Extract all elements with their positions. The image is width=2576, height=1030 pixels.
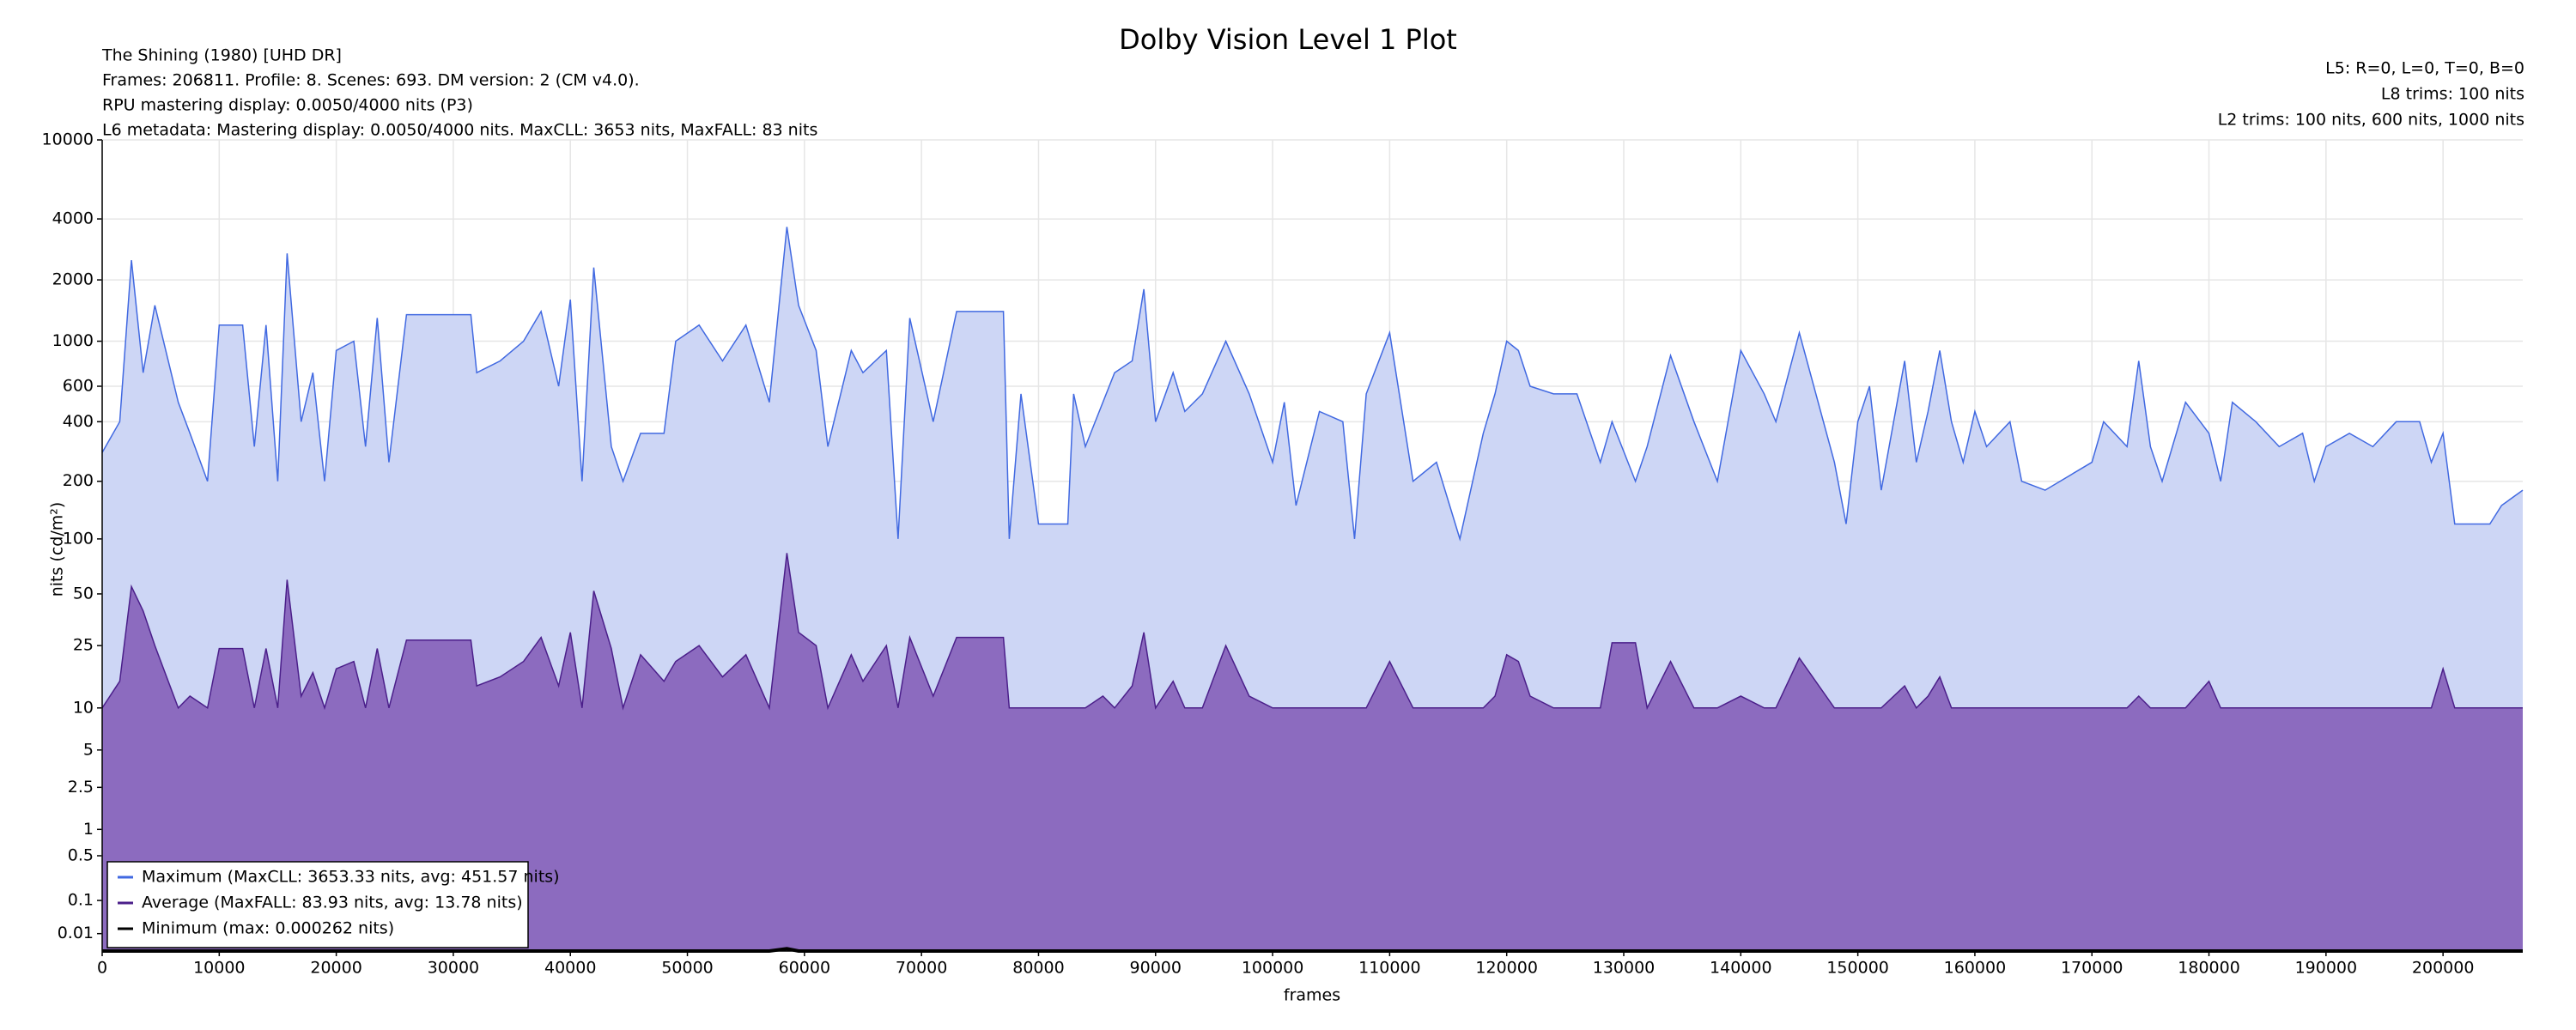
x-tick-label: 130000 <box>1593 959 1656 978</box>
x-tick-label: 150000 <box>1826 959 1889 978</box>
info-text: L5: R=0, L=0, T=0, B=0 <box>2325 59 2524 78</box>
y-tick-label: 50 <box>73 584 94 603</box>
x-tick-label: 120000 <box>1475 959 1538 978</box>
info-text: L8 trims: 100 nits <box>2381 85 2524 104</box>
x-tick-label: 10000 <box>193 959 245 978</box>
y-tick-label: 25 <box>73 636 94 655</box>
legend-box <box>106 861 529 948</box>
x-tick-label: 90000 <box>1130 959 1182 978</box>
x-tick-label: 200000 <box>2412 959 2475 978</box>
series-line <box>101 553 2523 711</box>
y-tick-label: 4000 <box>52 209 94 228</box>
x-tick-label: 140000 <box>1710 959 1772 978</box>
info-text: The Shining (1980) [UHD DR] <box>101 46 342 65</box>
y-tick-label: 2000 <box>52 270 94 289</box>
x-tick-label: 100000 <box>1242 959 1304 978</box>
y-tick-label: 0.5 <box>68 846 94 865</box>
y-tick-label: 400 <box>63 412 94 431</box>
x-tick-label: 80000 <box>1012 959 1064 978</box>
x-tick-label: 170000 <box>2061 959 2123 978</box>
y-tick-label: 0.01 <box>58 924 94 942</box>
info-text: RPU mastering display: 0.0050/4000 nits … <box>102 96 473 115</box>
x-tick-label: 50000 <box>661 959 713 978</box>
y-tick-label: 2.5 <box>68 778 94 797</box>
x-tick-label: 20000 <box>310 959 361 978</box>
info-text: L6 metadata: Mastering display: 0.0050/4… <box>102 121 817 140</box>
y-tick-label: 100 <box>63 529 94 548</box>
x-axis-label: frames <box>1284 986 1340 1005</box>
x-tick-label: 40000 <box>544 959 596 978</box>
chart-title: Dolby Vision Level 1 Plot <box>1119 23 1457 56</box>
info-text: Frames: 206811. Profile: 8. Scenes: 693.… <box>102 71 640 90</box>
y-tick-label: 1000 <box>52 331 94 350</box>
y-tick-label: 600 <box>63 377 94 396</box>
series-line <box>101 227 2524 542</box>
y-tick-label: 1 <box>83 820 94 839</box>
y-tick-label: 10 <box>73 698 94 717</box>
info-text: L2 trims: 100 nits, 600 nits, 1000 nits <box>2218 111 2524 130</box>
legend-label: Maximum (MaxCLL: 3653.33 nits, avg: 451.… <box>142 868 560 887</box>
y-tick-label: 10000 <box>42 130 94 149</box>
legend-label: Minimum (max: 0.000262 nits) <box>142 919 394 938</box>
x-tick-label: 110000 <box>1358 959 1421 978</box>
x-tick-label: 30000 <box>428 959 479 978</box>
x-tick-label: 70000 <box>896 959 947 978</box>
x-tick-label: 180000 <box>2178 959 2240 978</box>
x-tick-label: 0 <box>97 959 107 978</box>
x-tick-label: 190000 <box>2295 959 2358 978</box>
y-tick-label: 0.1 <box>68 891 94 910</box>
x-tick-label: 160000 <box>1944 959 2007 978</box>
legend-label: Average (MaxFALL: 83.93 nits, avg: 13.78… <box>142 894 523 912</box>
y-tick-label: 5 <box>83 740 94 759</box>
x-tick-label: 60000 <box>779 959 830 978</box>
area-fill <box>102 553 2523 951</box>
y-axis-label: nits (cd/m²) <box>48 502 67 597</box>
y-tick-label: 200 <box>63 471 94 490</box>
